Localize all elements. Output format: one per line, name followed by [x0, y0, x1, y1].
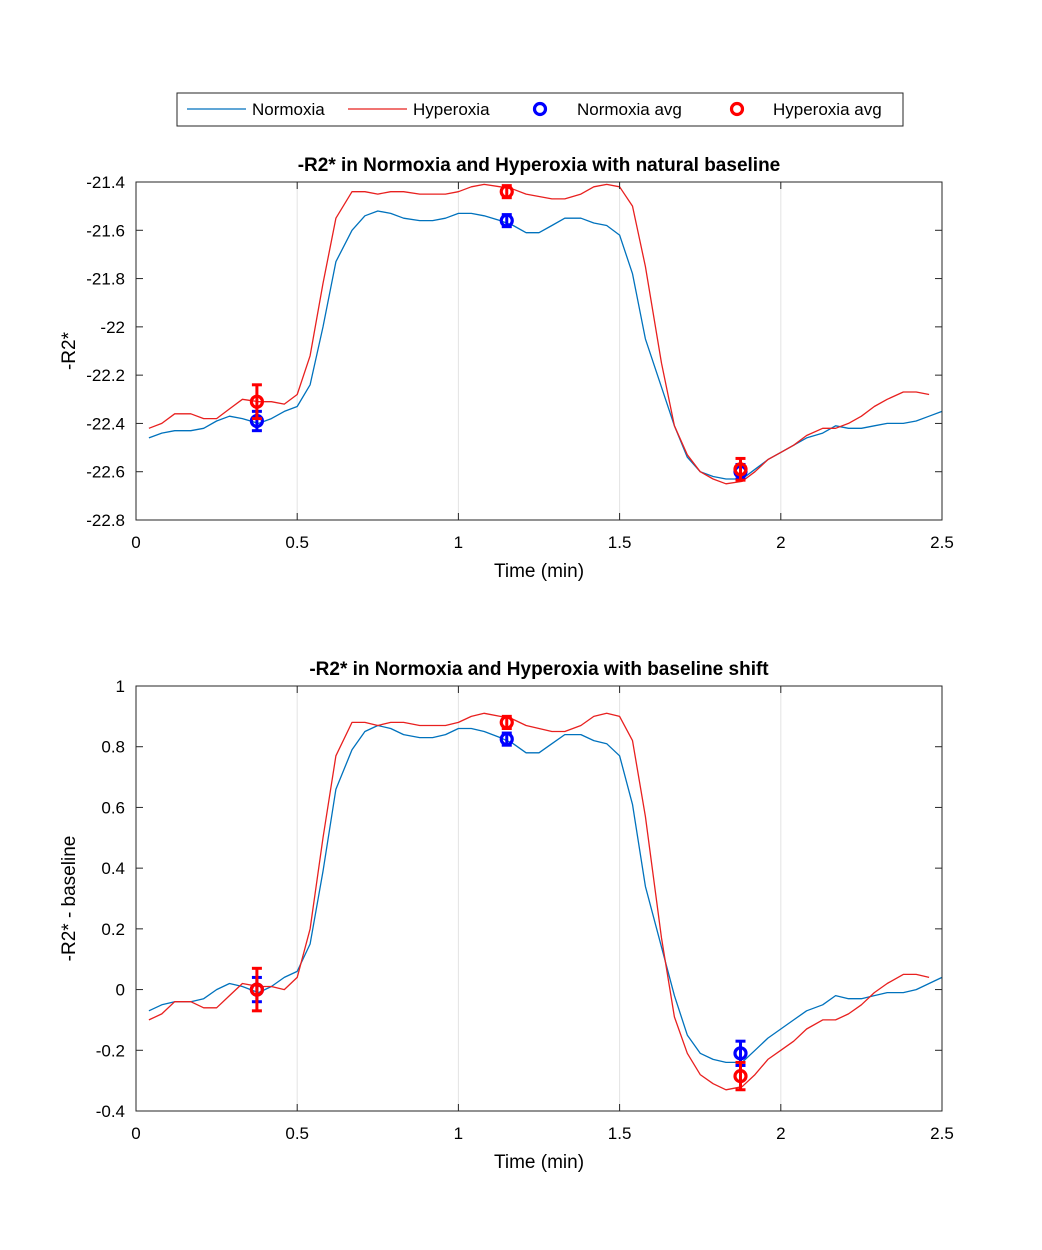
y-tick-label: -22.6	[86, 463, 125, 482]
normoxia-avg-marker	[499, 213, 514, 228]
y-tick-label: -22.2	[86, 366, 125, 385]
hyperoxia-avg-marker	[733, 462, 748, 477]
y-tick-label: 0.8	[101, 738, 125, 757]
y-tick-label: 1	[116, 677, 125, 696]
x-tick-label: 1.5	[608, 1124, 632, 1143]
x-tick-label: 0.5	[285, 533, 309, 552]
hyperoxia-avg-marker	[733, 1068, 748, 1084]
legend-entry-normoxia: Normoxia	[187, 100, 325, 119]
y-tick-label: -22.4	[86, 414, 125, 433]
legend-marker-symbol	[532, 101, 548, 117]
y-tick-label: -21.8	[86, 270, 125, 289]
x-tick-label: 1	[454, 1124, 463, 1143]
hyperoxia-avg-errorbar	[735, 1060, 746, 1092]
bottom-chart: 0 0.5 1 1.5 2 2.5 -0.4 -0.2 0 0.2 0.4 0.6 0.8 1 -R2* i…	[59, 659, 954, 1173]
legend-entry-hyperoxia-avg: Hyperoxia avg	[729, 100, 882, 119]
normoxia-avg-marker	[733, 1046, 748, 1061]
y-tick-label: -0.2	[96, 1041, 125, 1060]
x-axis-label: Time (min)	[494, 561, 584, 582]
hyperoxia-avg-marker	[249, 394, 264, 409]
legend-entry-hyperoxia: Hyperoxia	[348, 100, 490, 119]
x-tick-label: 1	[454, 533, 463, 552]
plot-area	[136, 686, 942, 1111]
legend-label: Normoxia	[252, 100, 325, 119]
y-tick-label: 0.2	[101, 920, 125, 939]
y-tick-label: -22	[100, 318, 125, 337]
hyperoxia-avg-marker	[499, 715, 514, 730]
plot-area	[136, 182, 942, 520]
y-tick-label: -21.6	[86, 221, 125, 240]
series-line-normoxia	[148, 210, 943, 480]
series-line-hyperoxia	[148, 712, 930, 1091]
y-tick-label: 0	[116, 981, 125, 1000]
x-tick-label: 2	[776, 533, 785, 552]
legend-entry-normoxia-avg: Normoxia avg	[532, 100, 682, 119]
legend-label: Hyperoxia	[413, 100, 490, 119]
legend-marker-symbol	[729, 101, 745, 117]
x-tick-label: 0.5	[285, 1124, 309, 1143]
legend-box	[176, 92, 904, 127]
legend-label: Normoxia avg	[577, 100, 682, 119]
y-tick-label: -0.4	[96, 1102, 125, 1121]
y-tick-label: 0.6	[101, 798, 125, 817]
series-line-hyperoxia	[148, 183, 930, 485]
legend-label: Hyperoxia avg	[773, 100, 882, 119]
x-tick-label: 2.5	[930, 1124, 954, 1143]
axes-box	[135, 181, 943, 521]
hyperoxia-avg-marker	[249, 982, 264, 997]
y-tick-label: -21.4	[86, 173, 125, 192]
y-tick-label: -22.8	[86, 511, 125, 530]
x-tick-label: 0	[131, 533, 140, 552]
hyperoxia-avg-errorbar	[251, 383, 262, 421]
x-tick-label: 2.5	[930, 533, 954, 552]
y-axis-label: -R2*	[59, 331, 80, 370]
hyperoxia-avg-errorbar	[251, 966, 262, 1013]
chart-title: -R2* in Normoxia and Hyperoxia with natu…	[298, 155, 781, 176]
x-axis-label: Time (min)	[494, 1152, 584, 1173]
chart-title: -R2* in Normoxia and Hyperoxia with base…	[309, 659, 769, 680]
y-tick-label: 0.4	[101, 859, 125, 878]
axes-box	[135, 685, 943, 1112]
x-tick-label: 1.5	[608, 533, 632, 552]
series-line-normoxia	[148, 724, 943, 1064]
normoxia-avg-marker	[499, 732, 514, 747]
y-axis-label: -R2* - baseline	[59, 836, 80, 962]
x-tick-label: 2	[776, 1124, 785, 1143]
legend: Normoxia Hyperoxia Normoxia avg Hyperoxia a…	[176, 92, 904, 127]
top-chart: 0 0.5 1 1.5 2 2.5 -22.8 -22.6 -22.4 -22.2 -22 -21.8…	[59, 155, 954, 582]
hyperoxia-avg-errorbar	[735, 456, 746, 482]
hyperoxia-avg-marker	[499, 184, 514, 199]
x-tick-label: 0	[131, 1124, 140, 1143]
